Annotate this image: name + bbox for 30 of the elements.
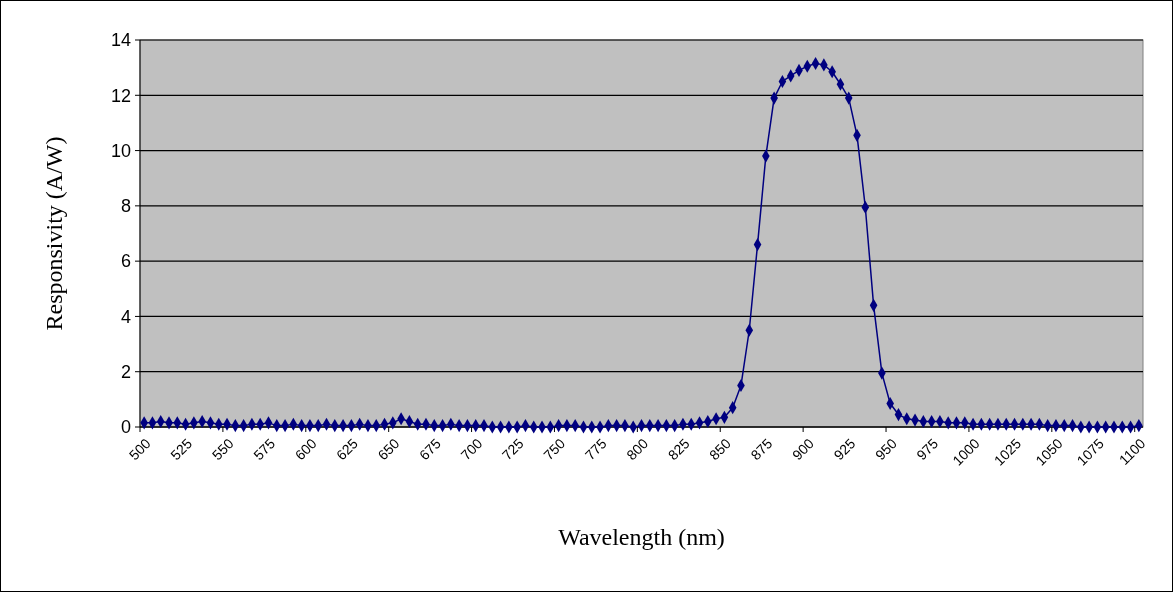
y-tick-label: 6	[120, 251, 131, 272]
x-tick-label: 550	[208, 435, 237, 464]
x-axis-title: Wavelength (nm)	[558, 524, 725, 550]
x-tick-label: 750	[540, 435, 569, 464]
x-tick-label: 775	[581, 435, 610, 464]
y-axis-title: Responsivity (A/W)	[41, 136, 67, 331]
x-tick-label: 850	[706, 435, 735, 464]
x-tick-label: 625	[333, 435, 362, 464]
x-tick-label: 700	[457, 435, 486, 464]
x-tick-label: 600	[291, 435, 320, 464]
x-tick-label: 650	[374, 435, 403, 464]
x-tick-label: 675	[416, 435, 445, 464]
x-tick-label: 975	[913, 435, 942, 464]
y-tick-label: 14	[110, 30, 131, 51]
x-tick-label: 950	[871, 435, 900, 464]
x-tick-label: 875	[747, 435, 776, 464]
y-tick-label: 4	[120, 306, 131, 327]
x-tick-label: 925	[830, 435, 859, 464]
y-tick-label: 12	[110, 85, 131, 106]
y-tick-label: 0	[120, 417, 131, 438]
y-tick-label: 2	[120, 362, 131, 383]
x-tick-label: 525	[167, 435, 196, 464]
x-tick-label: 725	[498, 435, 527, 464]
x-tick-label: 800	[623, 435, 652, 464]
x-tick-label: 575	[250, 435, 279, 464]
x-tick-label: 900	[789, 435, 818, 464]
x-tick-label: 825	[664, 435, 693, 464]
y-tick-label: 10	[110, 140, 131, 161]
y-tick-label: 8	[120, 196, 131, 217]
x-tick-label: 500	[125, 435, 154, 464]
